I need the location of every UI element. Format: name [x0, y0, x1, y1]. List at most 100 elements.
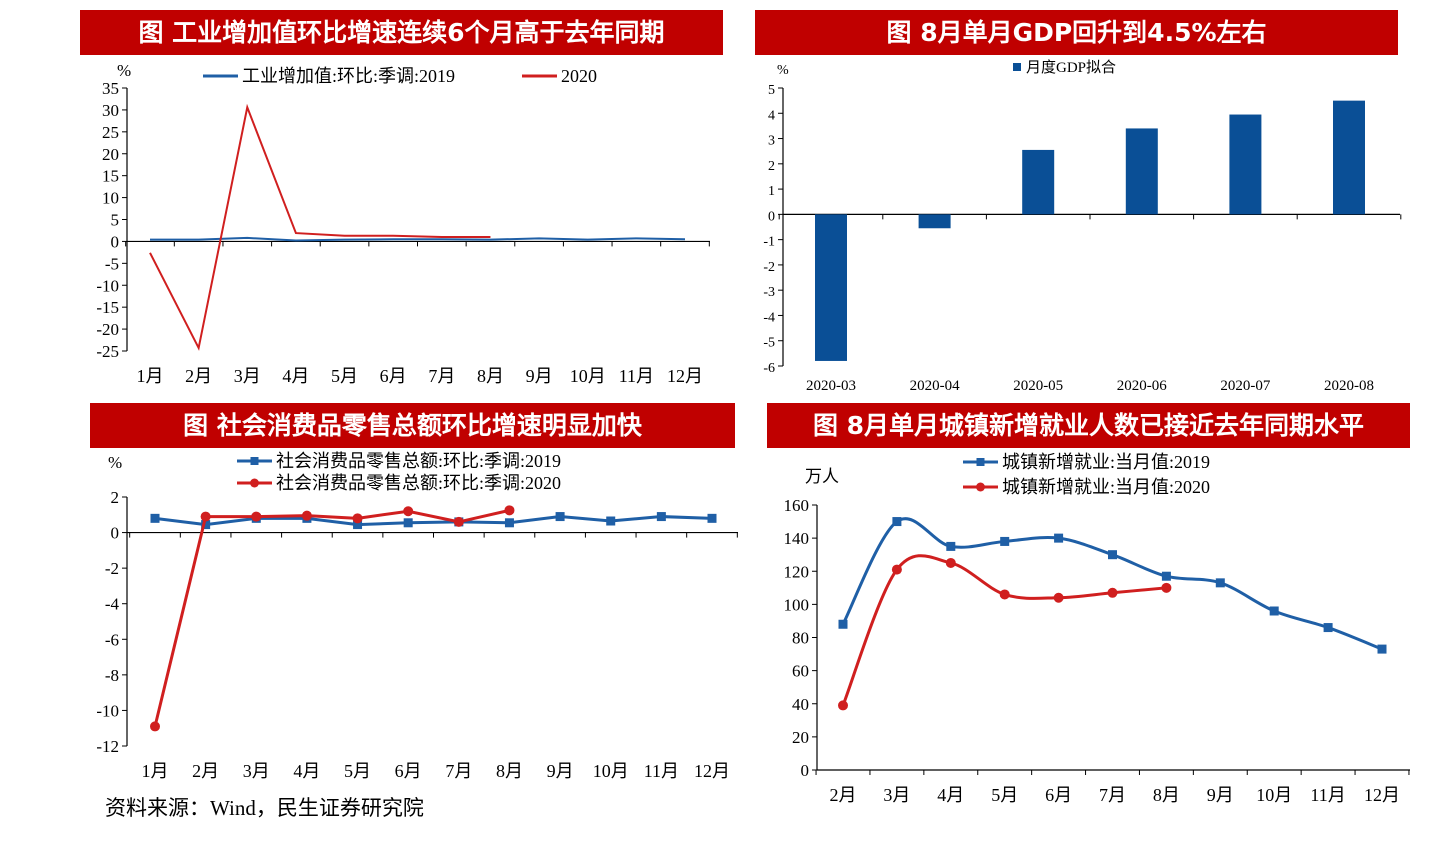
- data-point: [838, 700, 848, 711]
- y-tick-label: 20: [102, 145, 119, 164]
- x-tick-label: 12月: [694, 761, 730, 781]
- legend-marker: [250, 478, 259, 488]
- x-tick-label: 11月: [619, 366, 654, 386]
- data-point: [403, 518, 413, 528]
- data-point: [251, 511, 262, 522]
- y-tick-label: 25: [102, 123, 119, 142]
- data-point: [1054, 533, 1064, 543]
- y-tick-label: 2: [768, 159, 775, 174]
- x-tick-label: 3月: [883, 785, 910, 805]
- series-line: [149, 103, 491, 351]
- data-point: [1269, 606, 1279, 616]
- data-point: [301, 510, 312, 521]
- x-tick-label: 6月: [1045, 785, 1072, 805]
- y-tick-label: 15: [102, 167, 119, 186]
- y-tick-label: 3: [768, 134, 775, 149]
- y-tick-label: 30: [102, 101, 119, 120]
- x-tick-label: 2月: [192, 761, 219, 781]
- x-tick-label: 10月: [593, 761, 629, 781]
- legend-marker: [976, 458, 985, 466]
- y-tick-label: 0: [801, 761, 810, 780]
- chart3-title: 图 社会消费品零售总额环比增速明显加快: [90, 403, 735, 448]
- y-unit-label: %: [777, 63, 789, 78]
- y-tick-label: -6: [763, 361, 775, 376]
- y-tick-label: -5: [105, 254, 119, 273]
- y-tick-label: -12: [96, 737, 119, 756]
- y-tick-label: 160: [784, 496, 810, 515]
- x-tick-label: 3月: [234, 366, 261, 386]
- data-point: [946, 541, 956, 551]
- data-point: [504, 505, 515, 516]
- y-tick-label: 20: [792, 728, 809, 747]
- x-tick-label: 11月: [644, 761, 679, 781]
- y-tick-label: 5: [768, 83, 775, 98]
- chart2-title: 图 8月单月GDP回升到4.5%左右: [755, 10, 1398, 55]
- data-point: [656, 512, 666, 522]
- bar: [1022, 149, 1055, 215]
- chart4-title: 图 8月单月城镇新增就业人数已接近去年同期水平: [767, 403, 1410, 448]
- data-point: [403, 506, 414, 517]
- y-tick-label: 40: [792, 695, 809, 714]
- y-tick-label: 10: [102, 189, 119, 208]
- x-tick-label: 2020-06: [1117, 378, 1167, 394]
- y-tick-label: 0: [768, 209, 775, 224]
- x-tick-label: 7月: [445, 761, 472, 781]
- y-tick-label: 100: [784, 595, 810, 614]
- data-point: [201, 520, 211, 530]
- y-tick-label: 1: [768, 184, 775, 199]
- y-tick-label: -4: [763, 310, 775, 325]
- y-unit-label: %: [108, 453, 122, 472]
- y-tick-label: 0: [111, 232, 120, 251]
- source-note: 资料来源：Wind，民生证券研究院: [105, 796, 424, 820]
- y-tick-label: 0: [111, 524, 120, 543]
- legend-label: 社会消费品零售总额:环比:季调:2019: [276, 451, 561, 471]
- x-tick-label: 2月: [185, 366, 212, 386]
- y-tick-label: 4: [768, 108, 775, 123]
- data-point: [1377, 644, 1387, 654]
- x-tick-label: 8月: [496, 761, 523, 781]
- y-unit-label: 万人: [805, 467, 839, 486]
- x-tick-label: 3月: [243, 761, 270, 781]
- y-tick-label: -8: [105, 666, 119, 685]
- data-point: [352, 513, 363, 524]
- y-tick-label: -4: [105, 595, 120, 614]
- y-tick-label: -10: [96, 276, 119, 295]
- y-tick-label: 35: [102, 79, 119, 98]
- x-tick-label: 10月: [1256, 785, 1292, 805]
- data-point: [1161, 571, 1171, 581]
- data-point: [353, 520, 363, 530]
- x-tick-label: 7月: [1099, 785, 1126, 805]
- x-tick-label: 11月: [1310, 785, 1345, 805]
- series-line: [154, 515, 713, 527]
- y-tick-label: -25: [96, 342, 119, 361]
- bar: [1333, 100, 1365, 215]
- x-tick-label: 1月: [137, 366, 164, 386]
- data-point: [1323, 623, 1333, 633]
- x-tick-label: 4月: [293, 761, 320, 781]
- data-point: [1161, 582, 1172, 593]
- x-tick-label: 4月: [937, 785, 964, 805]
- y-tick-label: -3: [763, 285, 775, 300]
- x-tick-label: 9月: [526, 366, 553, 386]
- legend-label: 月度GDP拟合: [1026, 59, 1116, 76]
- y-tick-label: -2: [763, 260, 775, 275]
- y-tick-label: 60: [792, 662, 809, 681]
- x-tick-label: 5月: [991, 785, 1018, 805]
- x-tick-label: 8月: [477, 366, 504, 386]
- y-tick-label: -5: [763, 336, 775, 351]
- x-tick-label: 2020-07: [1220, 378, 1270, 394]
- x-tick-label: 5月: [344, 761, 371, 781]
- legend-label: 工业增加值:环比:季调:2019: [242, 66, 455, 86]
- y-tick-label: 120: [784, 562, 810, 581]
- y-tick-label: -15: [96, 298, 119, 317]
- series-line: [841, 517, 1383, 651]
- data-point: [945, 557, 956, 568]
- bar: [1229, 114, 1262, 215]
- x-tick-label: 6月: [380, 366, 407, 386]
- x-tick-label: 4月: [282, 366, 309, 386]
- x-tick-label: 12月: [1364, 785, 1400, 805]
- x-tick-label: 2020-03: [806, 378, 856, 394]
- legend-marker: [976, 482, 985, 492]
- x-tick-label: 2月: [830, 785, 857, 805]
- bar: [1125, 128, 1158, 215]
